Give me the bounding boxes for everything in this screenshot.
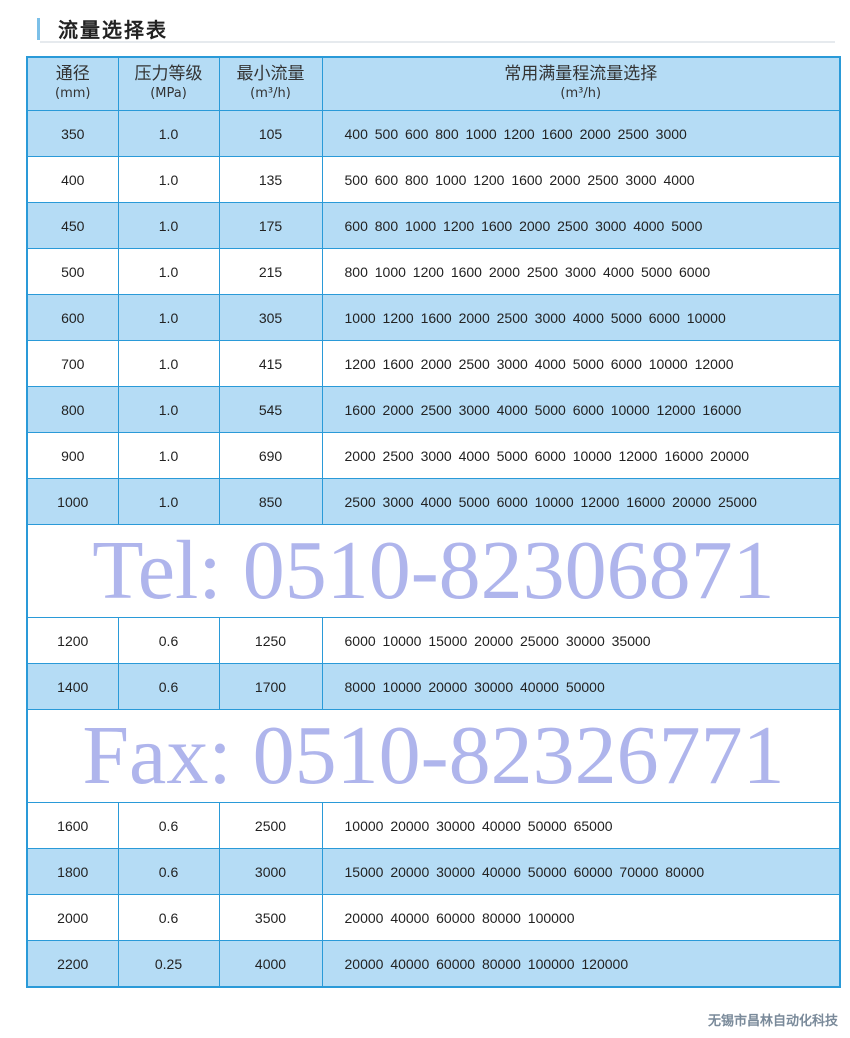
header-min-flow: 最小流量 (m³/h) xyxy=(218,56,323,111)
cell-min-flow: 1250 xyxy=(218,617,323,664)
table-row: 1600 0.6 2500 10000 20000 30000 40000 50000… xyxy=(26,802,841,849)
cell-flow-range: 2000 2500 3000 4000 5000 6000 10000 1200… xyxy=(321,432,841,479)
header-unit: (m³/h) xyxy=(560,86,602,101)
cell-diameter: 2200 xyxy=(26,940,119,988)
cell-flow-range: 800 1000 1200 1600 2000 2500 3000 4000 5… xyxy=(321,248,841,295)
cell-min-flow: 215 xyxy=(218,248,323,295)
table-row: 400 1.0 135 500 600 800 1000 1200 1600 2000… xyxy=(26,156,841,203)
watermark-tel-cell: Tel: 0510-82306871 xyxy=(26,524,841,618)
cell-flow-range: 600 800 1000 1200 1600 2000 2500 3000 40… xyxy=(321,202,841,249)
cell-flow-range: 400 500 600 800 1000 1200 1600 2000 2500… xyxy=(321,110,841,157)
table-row: 700 1.0 415 1200 1600 2000 2500 3000 4000 5… xyxy=(26,340,841,387)
header-flow-range: 常用满量程流量选择 (m³/h) xyxy=(321,56,841,111)
cell-min-flow: 105 xyxy=(218,110,323,157)
table-row: 1400 0.6 1700 8000 10000 20000 30000 40000 … xyxy=(26,663,841,710)
cell-pressure: 1.0 xyxy=(117,432,220,479)
table-row: 500 1.0 215 800 1000 1200 1600 2000 2500 30… xyxy=(26,248,841,295)
cell-pressure: 1.0 xyxy=(117,248,220,295)
cell-min-flow: 2500 xyxy=(218,802,323,849)
cell-pressure: 0.6 xyxy=(117,663,220,710)
cell-diameter: 700 xyxy=(26,340,119,387)
cell-diameter: 2000 xyxy=(26,894,119,941)
cell-flow-range: 1200 1600 2000 2500 3000 4000 5000 6000 … xyxy=(321,340,841,387)
cell-diameter: 1000 xyxy=(26,478,119,525)
cell-diameter: 800 xyxy=(26,386,119,433)
watermark-tel: Tel: 0510-82306871 xyxy=(92,524,775,617)
cell-pressure: 1.0 xyxy=(117,156,220,203)
header-label: 压力等级 xyxy=(134,64,203,84)
table-row: 800 1.0 545 1600 2000 2500 3000 4000 5000 6… xyxy=(26,386,841,433)
table-row: 1000 1.0 850 2500 3000 4000 5000 6000 10000… xyxy=(26,478,841,525)
header-unit: (MPa) xyxy=(150,86,187,101)
cell-flow-range: 2500 3000 4000 5000 6000 10000 12000 160… xyxy=(321,478,841,525)
page-title: 流量选择表 xyxy=(58,18,168,42)
header-label: 通径 xyxy=(55,64,90,84)
cell-pressure: 1.0 xyxy=(117,478,220,525)
title-divider xyxy=(40,41,835,43)
table-row: 1800 0.6 3000 15000 20000 30000 40000 50000… xyxy=(26,848,841,895)
cell-flow-range: 1600 2000 2500 3000 4000 5000 6000 10000… xyxy=(321,386,841,433)
cell-min-flow: 3500 xyxy=(218,894,323,941)
cell-pressure: 1.0 xyxy=(117,386,220,433)
cell-pressure: 1.0 xyxy=(117,202,220,249)
cell-diameter: 1200 xyxy=(26,617,119,664)
cell-diameter: 450 xyxy=(26,202,119,249)
cell-flow-range: 20000 40000 60000 80000 100000 120000 xyxy=(321,940,841,988)
cell-flow-range: 10000 20000 30000 40000 50000 65000 xyxy=(321,802,841,849)
cell-min-flow: 415 xyxy=(218,340,323,387)
cell-pressure: 1.0 xyxy=(117,340,220,387)
header-unit: (m³/h) xyxy=(250,86,291,101)
table-row: 2000 0.6 3500 20000 40000 60000 80000 10000… xyxy=(26,894,841,941)
cell-diameter: 1600 xyxy=(26,802,119,849)
cell-flow-range: 500 600 800 1000 1200 1600 2000 2500 300… xyxy=(321,156,841,203)
cell-flow-range: 1000 1200 1600 2000 2500 3000 4000 5000 … xyxy=(321,294,841,341)
cell-pressure: 0.6 xyxy=(117,848,220,895)
cell-diameter: 1800 xyxy=(26,848,119,895)
cell-min-flow: 1700 xyxy=(218,663,323,710)
table-row: 600 1.0 305 1000 1200 1600 2000 2500 3000 4… xyxy=(26,294,841,341)
flow-selection-table: 通径 (mm) 压力等级 (MPa) 最小流量 (m³/h) 常用满量程流量选择 (m³… xyxy=(26,56,841,988)
cell-min-flow: 850 xyxy=(218,478,323,525)
cell-pressure: 0.25 xyxy=(117,940,220,988)
table-row: 900 1.0 690 2000 2500 3000 4000 5000 6000 1… xyxy=(26,432,841,479)
watermark-tel-row: Tel: 0510-82306871 xyxy=(26,524,841,618)
header-unit: (mm) xyxy=(55,86,91,101)
cell-pressure: 1.0 xyxy=(117,110,220,157)
cell-min-flow: 305 xyxy=(218,294,323,341)
watermark-fax-row: Fax: 0510-82326771 xyxy=(26,709,841,803)
cell-diameter: 600 xyxy=(26,294,119,341)
table-row: 350 1.0 105 400 500 600 800 1000 1200 1600 … xyxy=(26,110,841,157)
cell-flow-range: 8000 10000 20000 30000 40000 50000 xyxy=(321,663,841,710)
cell-diameter: 500 xyxy=(26,248,119,295)
cell-flow-range: 6000 10000 15000 20000 25000 30000 35000 xyxy=(321,617,841,664)
cell-min-flow: 545 xyxy=(218,386,323,433)
watermark-fax-cell: Fax: 0510-82326771 xyxy=(26,709,841,803)
header-diameter: 通径 (mm) xyxy=(26,56,119,111)
table-row: 1200 0.6 1250 6000 10000 15000 20000 25000 … xyxy=(26,617,841,664)
cell-pressure: 0.6 xyxy=(117,802,220,849)
company-name: 无锡市昌林自动化科技 xyxy=(707,1014,838,1029)
cell-pressure: 0.6 xyxy=(117,894,220,941)
header-label: 最小流量 xyxy=(236,64,305,84)
header-pressure: 压力等级 (MPa) xyxy=(117,56,220,111)
cell-diameter: 900 xyxy=(26,432,119,479)
cell-min-flow: 690 xyxy=(218,432,323,479)
cell-min-flow: 175 xyxy=(218,202,323,249)
table-header-row: 通径 (mm) 压力等级 (MPa) 最小流量 (m³/h) 常用满量程流量选择 (m³… xyxy=(26,56,841,111)
cell-pressure: 0.6 xyxy=(117,617,220,664)
cell-diameter: 400 xyxy=(26,156,119,203)
title-accent-bar xyxy=(37,18,40,40)
cell-pressure: 1.0 xyxy=(117,294,220,341)
watermark-fax: Fax: 0510-82326771 xyxy=(82,709,785,802)
cell-diameter: 1400 xyxy=(26,663,119,710)
cell-flow-range: 20000 40000 60000 80000 100000 xyxy=(321,894,841,941)
table-row: 450 1.0 175 600 800 1000 1200 1600 2000 250… xyxy=(26,202,841,249)
table-row: 2200 0.25 4000 20000 40000 60000 80000 1000… xyxy=(26,940,841,988)
cell-min-flow: 4000 xyxy=(218,940,323,988)
cell-flow-range: 15000 20000 30000 40000 50000 60000 7000… xyxy=(321,848,841,895)
cell-min-flow: 135 xyxy=(218,156,323,203)
cell-diameter: 350 xyxy=(26,110,119,157)
cell-min-flow: 3000 xyxy=(218,848,323,895)
header-label: 常用满量程流量选择 xyxy=(504,64,658,84)
